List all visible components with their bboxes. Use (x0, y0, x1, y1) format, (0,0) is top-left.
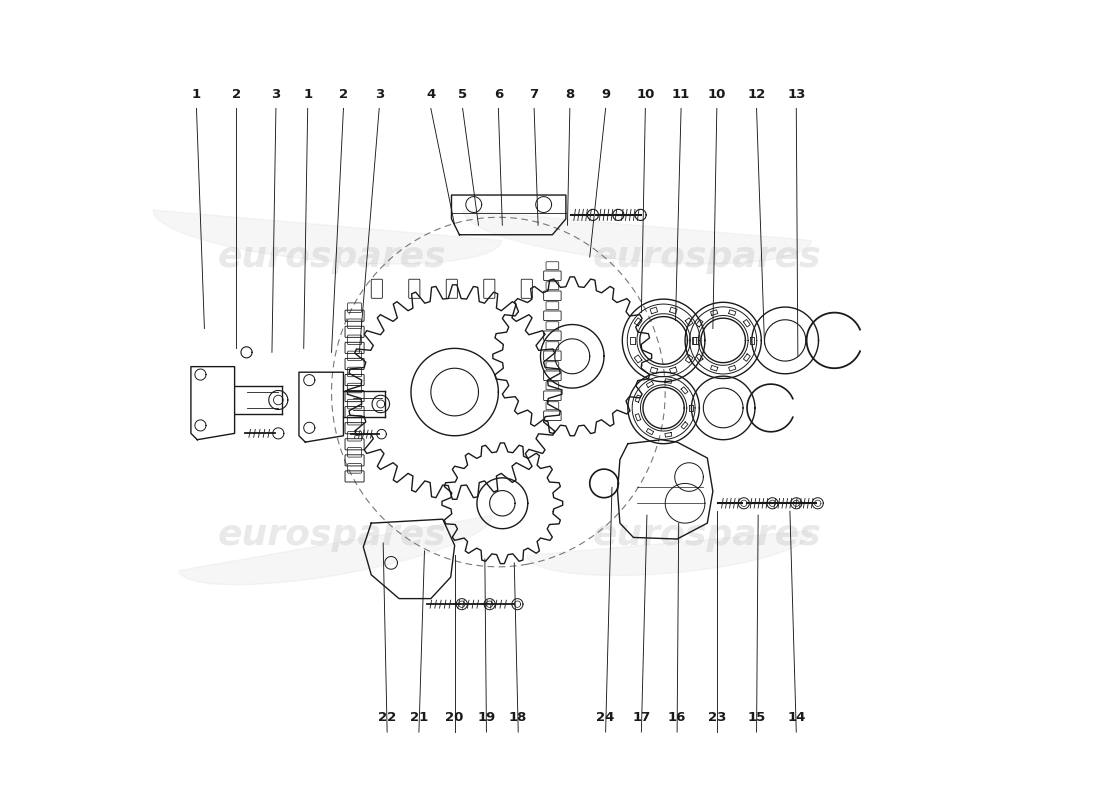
Text: 16: 16 (668, 711, 686, 724)
Polygon shape (179, 515, 492, 585)
Polygon shape (463, 210, 812, 264)
Text: 1: 1 (191, 88, 201, 101)
Text: 5: 5 (458, 88, 468, 101)
Text: 15: 15 (747, 711, 766, 724)
Text: 10: 10 (707, 88, 726, 101)
Text: 4: 4 (426, 88, 436, 101)
Text: 11: 11 (672, 88, 690, 101)
Text: 18: 18 (509, 711, 527, 724)
Text: 9: 9 (601, 88, 610, 101)
Text: 13: 13 (788, 88, 805, 101)
Text: eurospares: eurospares (593, 518, 822, 552)
Text: 1: 1 (304, 88, 312, 101)
Text: 12: 12 (747, 88, 766, 101)
Text: 3: 3 (272, 88, 280, 101)
Text: 19: 19 (477, 711, 496, 724)
Text: 14: 14 (788, 711, 805, 724)
Text: 6: 6 (494, 88, 503, 101)
Text: 24: 24 (596, 711, 615, 724)
Text: 2: 2 (339, 88, 348, 101)
Text: 8: 8 (565, 88, 574, 101)
Text: 23: 23 (707, 711, 726, 724)
Text: 17: 17 (632, 711, 650, 724)
Text: 21: 21 (410, 711, 428, 724)
Text: eurospares: eurospares (217, 240, 446, 274)
Text: eurospares: eurospares (217, 518, 446, 552)
Text: 22: 22 (378, 711, 396, 724)
Text: 20: 20 (446, 711, 464, 724)
Text: 3: 3 (375, 88, 384, 101)
Text: 7: 7 (529, 88, 539, 101)
Text: 10: 10 (636, 88, 654, 101)
Polygon shape (527, 530, 812, 575)
Polygon shape (153, 210, 502, 264)
Text: eurospares: eurospares (593, 240, 822, 274)
Text: 2: 2 (232, 88, 241, 101)
